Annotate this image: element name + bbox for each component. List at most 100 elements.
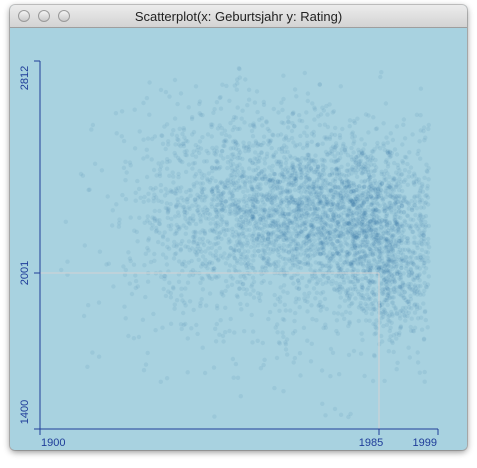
- data-point: [246, 257, 251, 263]
- data-point: [402, 295, 407, 300]
- data-point: [282, 167, 288, 172]
- data-point: [292, 200, 297, 206]
- data-point: [342, 185, 348, 191]
- data-point: [365, 218, 370, 223]
- data-point: [415, 226, 420, 231]
- data-point: [367, 175, 373, 180]
- data-point: [311, 133, 317, 138]
- data-point: [277, 190, 282, 196]
- data-point: [283, 160, 289, 166]
- data-point: [322, 171, 327, 177]
- data-point: [388, 185, 394, 190]
- data-point: [364, 196, 370, 202]
- data-point: [238, 251, 243, 256]
- data-point: [196, 241, 201, 246]
- data-point: [335, 202, 340, 208]
- data-point: [349, 145, 354, 151]
- data-point: [336, 222, 342, 227]
- data-point: [132, 107, 137, 112]
- data-point: [258, 204, 263, 209]
- data-point: [206, 274, 212, 279]
- data-point: [147, 112, 152, 117]
- data-point: [191, 240, 196, 245]
- data-point: [289, 165, 294, 171]
- data-point: [392, 227, 397, 232]
- data-point: [300, 200, 305, 205]
- data-point: [230, 127, 235, 133]
- data-point: [332, 228, 337, 233]
- data-point: [359, 151, 365, 156]
- data-point: [390, 234, 395, 240]
- data-point: [346, 297, 352, 302]
- data-point: [426, 122, 431, 128]
- data-point: [353, 234, 359, 240]
- data-point: [365, 177, 371, 183]
- data-point: [206, 171, 211, 176]
- data-point: [371, 280, 376, 285]
- data-point: [394, 211, 399, 217]
- data-point: [315, 225, 321, 231]
- data-point: [253, 150, 258, 155]
- plot-area[interactable]: 2812 2001 1400 1900 1985 1999: [10, 28, 467, 450]
- data-point: [249, 237, 255, 242]
- data-point: [355, 217, 361, 222]
- data-point: [65, 259, 70, 264]
- data-point: [394, 221, 399, 226]
- data-point: [384, 237, 390, 242]
- zoom-window-button[interactable]: [58, 10, 70, 22]
- data-point: [188, 193, 193, 198]
- data-point: [179, 185, 184, 190]
- data-point: [288, 242, 293, 247]
- data-point: [296, 234, 301, 239]
- data-point: [331, 159, 337, 164]
- data-point: [193, 229, 198, 234]
- data-point: [327, 192, 332, 197]
- data-point: [298, 208, 304, 213]
- data-point: [376, 194, 382, 199]
- data-point: [236, 222, 242, 228]
- data-point: [356, 292, 362, 297]
- data-point: [344, 241, 349, 247]
- data-point: [298, 167, 303, 172]
- data-point: [268, 280, 273, 285]
- data-point: [307, 230, 313, 236]
- data-point: [359, 307, 365, 312]
- data-point: [334, 166, 339, 172]
- data-point: [414, 176, 419, 182]
- scatterplot-chart[interactable]: 2812 2001 1400 1900 1985 1999: [10, 28, 467, 450]
- data-point: [325, 214, 331, 219]
- minimize-window-button[interactable]: [38, 10, 50, 22]
- data-point: [387, 184, 393, 190]
- data-point: [292, 227, 298, 232]
- data-point: [271, 106, 276, 112]
- data-point: [219, 193, 224, 199]
- data-point: [341, 210, 346, 216]
- data-point: [175, 224, 181, 230]
- data-point: [355, 243, 361, 248]
- close-window-button[interactable]: [18, 10, 30, 22]
- data-point: [259, 233, 264, 239]
- data-point: [373, 238, 378, 243]
- data-point: [298, 223, 303, 228]
- data-point: [293, 213, 298, 218]
- data-point: [320, 178, 326, 183]
- data-point: [420, 217, 425, 222]
- data-point: [371, 149, 376, 154]
- data-point: [418, 213, 423, 218]
- data-point: [327, 265, 332, 271]
- data-point: [334, 260, 340, 266]
- data-point: [176, 279, 182, 284]
- data-point: [184, 148, 189, 154]
- data-point: [241, 199, 247, 204]
- data-point: [290, 180, 295, 186]
- data-point: [267, 173, 273, 178]
- data-point: [179, 293, 184, 298]
- data-point: [275, 203, 280, 208]
- data-point: [385, 239, 391, 244]
- data-point: [255, 185, 260, 190]
- data-point: [194, 251, 199, 256]
- data-point: [382, 209, 387, 214]
- data-point: [373, 322, 378, 327]
- data-point: [319, 240, 324, 245]
- data-point: [295, 200, 300, 205]
